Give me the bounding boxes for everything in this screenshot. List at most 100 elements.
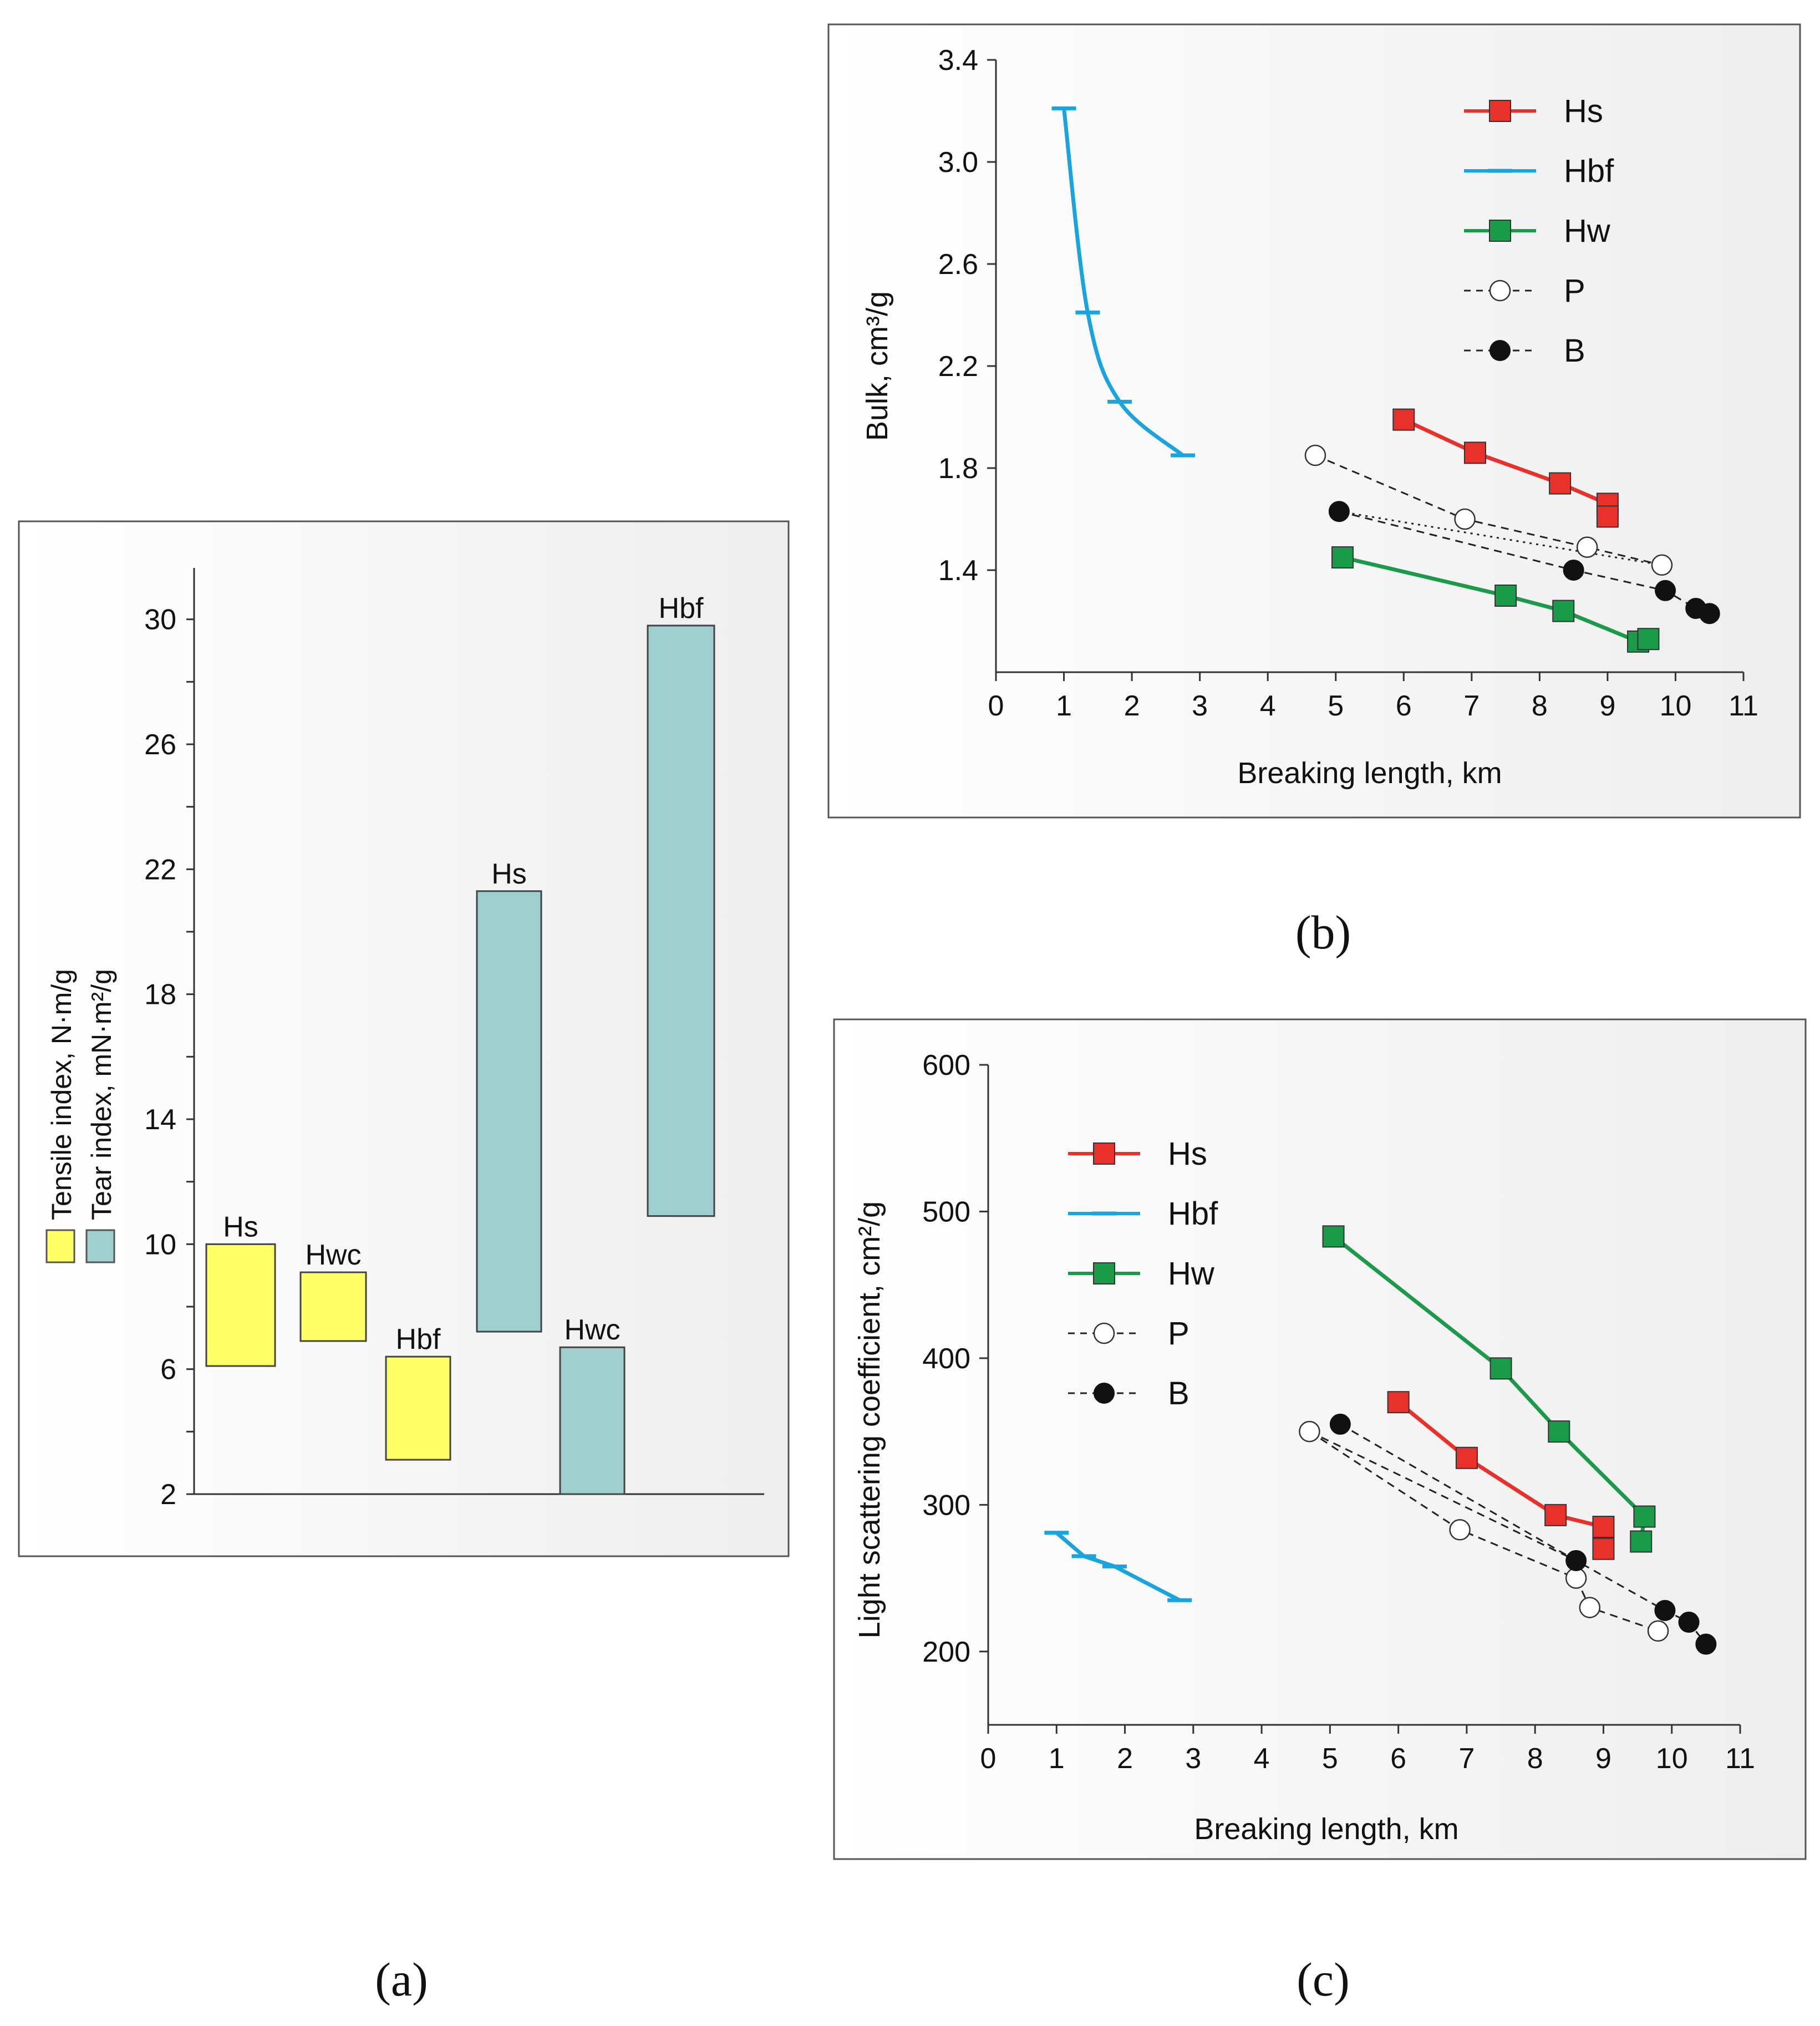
chart-c-point-hs	[1592, 1537, 1615, 1560]
chart-c-legend-marker-p	[1093, 1322, 1115, 1344]
chart-b-point-hw	[1331, 546, 1354, 568]
chart-c-point-hw	[1630, 1530, 1653, 1553]
chart-c-point-p	[1299, 1420, 1320, 1443]
chart-c-y-axis-label: Light scattering coefficient, cm²/g	[853, 1201, 886, 1638]
chart-b-x-tick-label: 8	[1532, 690, 1548, 722]
chart-c-y-tick-label: 500	[922, 1196, 970, 1228]
chart-c-point-b	[1654, 1600, 1676, 1621]
chart-b-x-tick-label: 5	[1328, 690, 1344, 722]
chart-c-x-tick-label: 3	[1185, 1743, 1201, 1775]
chart-c-point-hs	[1387, 1391, 1410, 1414]
caption-a: (a)	[375, 1953, 428, 2006]
chart-a-legend: Tensile index, N·m/g Tear index, mN·m²/g	[45, 969, 117, 1263]
chart-b-legend-label-p: P	[1564, 273, 1585, 309]
chart-b-point-p	[1454, 508, 1476, 530]
chart-b-x-tick-label: 0	[988, 690, 1004, 722]
chart-c-legend-label-b: B	[1168, 1375, 1189, 1411]
chart-c-point-p	[1579, 1597, 1601, 1618]
chart-c-point-p	[1647, 1620, 1669, 1642]
chart-b-x-axis-label: Breaking length, km	[1237, 756, 1502, 790]
chart-b-legend: Hs Hbf Hw PB	[1464, 93, 1614, 369]
chart-b-point-hw	[1552, 600, 1575, 622]
chart-b-x-tick-label: 9	[1599, 690, 1615, 722]
chart-c-line-hbf	[1055, 1531, 1181, 1602]
caption-b: (b)	[1295, 906, 1351, 959]
chart-c-x-tick-label: 6	[1390, 1743, 1406, 1775]
chart-c-y-tick-label: 600	[922, 1049, 970, 1081]
chart-b-connector-line	[1339, 510, 1663, 566]
chart-c-point-hw	[1489, 1357, 1512, 1380]
chart-b-y-axis-label: Bulk, cm³/g	[861, 291, 894, 441]
chart-c-frame	[833, 1018, 1807, 1860]
legend-tensile-label: Tensile index, N·m/g	[46, 969, 77, 1220]
chart-b-point-p	[1304, 444, 1326, 466]
chart-a-y-tick-label: 6	[160, 1354, 176, 1386]
chart-c-x-tick-label: 9	[1595, 1743, 1611, 1775]
chart-a-y-tick-label: 18	[144, 979, 176, 1011]
chart-b-x-tick-label: 11	[1729, 690, 1758, 722]
legend-tear-swatch	[85, 1229, 115, 1263]
chart-b-legend-marker-hw	[1489, 220, 1511, 242]
chart-b-point-b	[1328, 501, 1350, 522]
chart-c-x-tick-label: 7	[1458, 1743, 1475, 1775]
chart-a-y-tick-label: 22	[144, 854, 176, 886]
chart-b-legend-marker-p	[1489, 280, 1511, 302]
chart-b-point-b	[1655, 580, 1676, 601]
chart-c-y-tick-label: 300	[922, 1489, 970, 1521]
chart-b-y-tick-label: 1.8	[938, 453, 978, 485]
chart-c-x-tick-label: 5	[1322, 1743, 1338, 1775]
chart-b-legend-marker-b	[1489, 340, 1511, 361]
chart-b-line-p	[1315, 454, 1663, 566]
bar-label-hs: Hs	[491, 858, 527, 890]
chart-a-y-tick-label: 14	[144, 1104, 176, 1136]
chart-b-point-hw	[1494, 585, 1517, 607]
chart-b-point-hs	[1596, 505, 1619, 528]
chart-c-x-tick-label: 2	[1117, 1743, 1133, 1775]
chart-c-axes: 0 1 2 3 4 5 6 7 8 9 10 11 200 300 400 500 600	[922, 1049, 1755, 1775]
chart-c-point-hw	[1548, 1420, 1570, 1443]
chart-c-legend-label-hs: Hs	[1168, 1136, 1207, 1172]
chart-b-y-tick-label: 2.2	[938, 351, 978, 383]
chart-c-legend-marker-b	[1094, 1383, 1115, 1404]
chart-b-axes: 0 1 2 3 4 5 6 7 8 9 10 11 1.4 1.8 2.2 2.6 3.0 3.4	[938, 44, 1758, 722]
chart-c-line-p	[1309, 1430, 1659, 1632]
chart-b-point-hs	[1392, 408, 1415, 431]
chart-c-point-p	[1449, 1519, 1471, 1541]
chart-b-point-hs	[1549, 472, 1572, 495]
chart-b-series	[1051, 106, 1720, 653]
chart-c-point-b	[1678, 1611, 1700, 1633]
chart-c-legend-label-hw: Hw	[1168, 1256, 1215, 1292]
chart-b-legend-label-hbf: Hbf	[1564, 153, 1614, 189]
bar-tear-hbf	[647, 624, 715, 1217]
chart-c-x-tick-label: 10	[1656, 1743, 1688, 1775]
chart-b-x-tick-label: 3	[1192, 690, 1208, 722]
chart-c-legend-label-p: P	[1168, 1316, 1189, 1352]
chart-a-y-tick-label: 2	[160, 1479, 176, 1511]
chart-b-legend-marker-hs	[1489, 100, 1511, 122]
chart-c-point-hs	[1592, 1516, 1615, 1538]
chart-b-y-tick-label: 1.4	[938, 555, 978, 587]
chart-b-x-tick-label: 10	[1660, 690, 1692, 722]
chart-c-y-tick-label: 400	[922, 1343, 970, 1375]
chart-c-series	[1044, 1225, 1717, 1655]
caption-c: (c)	[1297, 1953, 1349, 2006]
chart-c-x-tick-label: 4	[1254, 1743, 1270, 1775]
chart-b-x-tick-label: 1	[1056, 690, 1072, 722]
chart-b-y-tick-label: 3.4	[938, 44, 978, 77]
chart-b-point-b	[1699, 603, 1720, 624]
chart-c-point-hs	[1455, 1446, 1478, 1469]
chart-a-y-tick-label: 30	[144, 604, 176, 636]
legend-tear-label: Tear index, mN·m²/g	[86, 969, 117, 1220]
bar-tensile-hwc	[299, 1271, 367, 1342]
chart-a-y-tick-label: 10	[144, 1228, 176, 1261]
chart-c-connector-line	[1309, 1430, 1577, 1562]
bar-label-hbf: Hbf	[659, 592, 704, 624]
chart-c-legend-label-hbf: Hbf	[1168, 1196, 1218, 1232]
chart-b: 0 1 2 3 4 5 6 7 8 9 10 11 1.4 1.8 2.2 2.6 3.0 3.4 Hs Hbf Hw…	[827, 23, 1801, 819]
chart-b-point-p	[1576, 536, 1598, 558]
bar-tear-hs	[476, 890, 542, 1333]
chart-c-point-hw	[1322, 1225, 1345, 1248]
chart-b-x-tick-label: 2	[1124, 690, 1140, 722]
